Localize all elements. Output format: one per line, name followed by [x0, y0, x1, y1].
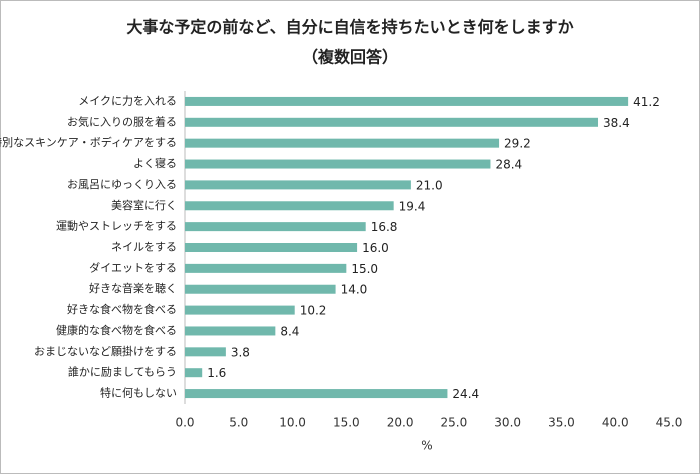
bar [185, 326, 276, 336]
value-label: 3.8 [231, 345, 250, 359]
bar [185, 347, 226, 357]
x-tick-label: 30.0 [494, 416, 521, 430]
y-tick-label: お風呂にゆっくり入る [67, 178, 177, 191]
bar [185, 305, 295, 315]
bar [185, 96, 629, 106]
value-label: 1.6 [207, 366, 226, 380]
x-tick-label: 35.0 [548, 416, 575, 430]
chart-subtitle: （複数回答） [302, 48, 398, 67]
value-label: 41.2 [633, 95, 660, 109]
y-tick-label: 健康的な食べ物を食べる [56, 323, 177, 337]
bar [185, 368, 203, 378]
value-label: 16.0 [362, 241, 389, 255]
bar [185, 201, 394, 211]
y-tick-label: ネイルをする [111, 241, 177, 254]
value-label: 29.2 [504, 137, 531, 151]
bar [185, 263, 347, 273]
y-tick-label: 美容室に行く [111, 198, 177, 212]
value-label: 24.4 [452, 387, 479, 401]
value-label: 21.0 [416, 178, 443, 192]
value-label: 14.0 [341, 283, 368, 297]
value-label: 10.2 [300, 304, 327, 318]
bar [185, 138, 500, 148]
value-label: 8.4 [280, 324, 299, 338]
bar [185, 284, 336, 294]
bar [185, 222, 366, 232]
x-tick-label: 40.0 [602, 416, 629, 430]
y-tick-label: 好きな音楽を聴く [89, 281, 177, 295]
y-tick-label: 運動やストレッチをする [56, 219, 177, 233]
y-tick-label: 特別なスキンケア・ボディケアをする [0, 135, 177, 149]
value-label: 15.0 [351, 262, 378, 276]
value-label: 19.4 [399, 199, 426, 213]
y-tick-label: 誰かに励ましてもらう [68, 365, 177, 379]
x-tick-label: 10.0 [279, 416, 306, 430]
value-label: 16.8 [371, 220, 398, 234]
bar [185, 159, 491, 169]
x-tick-label: 15.0 [333, 416, 360, 430]
y-tick-label: 特に何もしない [100, 386, 177, 400]
value-label: 38.4 [603, 116, 630, 130]
x-tick-label: 20.0 [387, 416, 414, 430]
y-tick-label: お気に入りの服を着る [67, 114, 177, 128]
y-tick-label: 好きな食べ物を食べる [67, 302, 177, 316]
value-label: 28.4 [495, 158, 522, 172]
x-tick-label: 5.0 [229, 416, 248, 430]
y-tick-label: ダイエットをする [89, 260, 177, 274]
bar [185, 243, 358, 252]
y-tick-label: メイクに力を入れる [78, 94, 177, 107]
bar [185, 117, 599, 127]
x-tick-label: 45.0 [656, 416, 683, 430]
y-tick-label: よく寝る [133, 156, 177, 170]
chart-title: 大事な予定の前など、自分に自信を持ちたいとき何をしますか [126, 18, 573, 37]
bar [185, 389, 448, 399]
x-tick-label: 25.0 [441, 416, 468, 430]
y-tick-label: おまじないなど願掛けをする [34, 344, 177, 358]
bar [185, 180, 411, 190]
x-tick-label: 0.0 [175, 416, 194, 430]
x-axis-label: % [421, 439, 432, 453]
